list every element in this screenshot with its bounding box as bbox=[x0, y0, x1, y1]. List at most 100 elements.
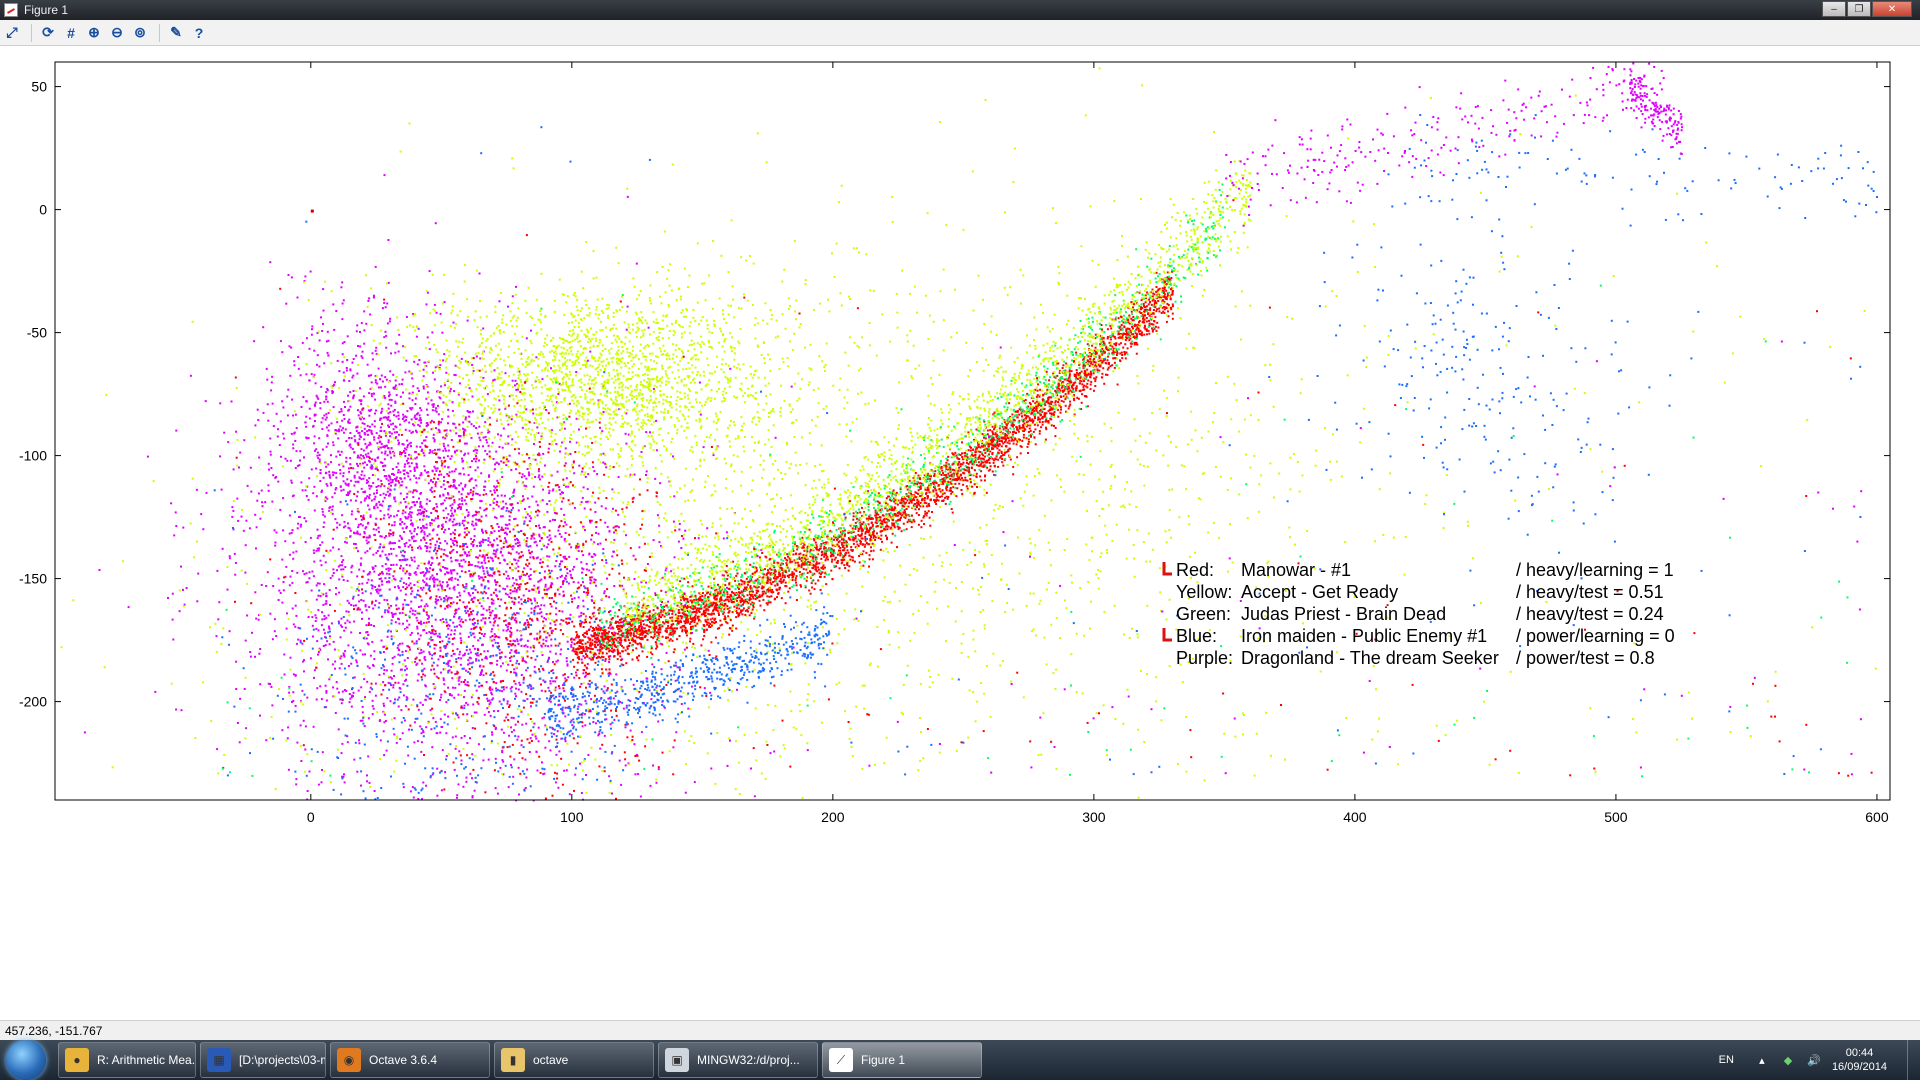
data-point bbox=[403, 469, 406, 472]
settings-icon[interactable]: ✎ bbox=[170, 24, 182, 40]
data-point bbox=[504, 372, 507, 375]
refresh-icon[interactable]: ⟳ bbox=[42, 24, 54, 40]
data-point bbox=[435, 311, 438, 314]
data-point bbox=[343, 418, 346, 420]
data-point bbox=[363, 417, 365, 420]
data-point bbox=[517, 552, 520, 555]
data-point bbox=[368, 414, 371, 417]
data-point bbox=[346, 478, 349, 481]
data-point bbox=[334, 660, 337, 663]
data-point bbox=[561, 500, 564, 503]
data-point bbox=[524, 508, 526, 510]
data-point bbox=[459, 594, 462, 597]
data-point bbox=[428, 697, 431, 700]
data-point bbox=[299, 450, 302, 453]
data-point bbox=[358, 456, 361, 459]
data-point bbox=[611, 497, 613, 500]
data-point bbox=[470, 423, 473, 426]
data-point bbox=[463, 280, 466, 283]
data-point bbox=[347, 421, 350, 424]
data-point bbox=[443, 301, 446, 304]
data-point bbox=[611, 360, 614, 363]
data-point bbox=[536, 619, 539, 622]
data-point bbox=[364, 453, 367, 456]
close-button[interactable]: ✕ bbox=[1872, 1, 1912, 17]
data-point bbox=[483, 489, 486, 492]
data-point bbox=[598, 730, 601, 733]
data-point bbox=[528, 575, 530, 578]
data-point bbox=[490, 693, 493, 696]
data-point bbox=[660, 327, 663, 330]
zoom-out-icon[interactable]: ⊖ bbox=[111, 24, 123, 40]
data-point bbox=[502, 587, 505, 590]
data-point bbox=[441, 749, 444, 752]
data-point bbox=[688, 274, 691, 277]
axes-tool-icon[interactable]: ⤢ bbox=[6, 24, 18, 40]
data-point bbox=[447, 449, 450, 452]
data-point bbox=[413, 466, 416, 469]
help-icon[interactable]: ? bbox=[194, 24, 204, 41]
data-point bbox=[366, 430, 368, 433]
data-point bbox=[240, 515, 243, 518]
data-point bbox=[429, 709, 432, 712]
data-point bbox=[446, 349, 449, 352]
data-point bbox=[339, 657, 342, 660]
data-point bbox=[428, 550, 431, 553]
data-point bbox=[772, 424, 775, 427]
data-point bbox=[350, 631, 353, 634]
data-point bbox=[436, 635, 439, 638]
data-point bbox=[620, 386, 623, 389]
plot-area[interactable]: 0 100 200 300 400 500 600 50 0 -50 -100 -150 -200 Re… bbox=[0, 46, 1920, 1020]
data-point bbox=[426, 336, 429, 339]
data-point bbox=[431, 518, 433, 521]
minimize-button[interactable]: – bbox=[1822, 1, 1846, 17]
data-point bbox=[406, 645, 409, 648]
data-point bbox=[357, 589, 360, 592]
data-point bbox=[284, 457, 287, 460]
data-point bbox=[382, 517, 385, 520]
data-point bbox=[421, 703, 424, 706]
data-point bbox=[562, 341, 565, 344]
data-point bbox=[335, 593, 337, 596]
data-point bbox=[530, 342, 533, 345]
zoom-in-icon[interactable]: ⊕ bbox=[88, 24, 100, 40]
maximize-button[interactable]: ❐ bbox=[1847, 1, 1871, 17]
zoom-auto-icon[interactable]: ⊚ bbox=[134, 24, 146, 40]
data-point bbox=[525, 544, 528, 547]
data-point bbox=[363, 531, 366, 533]
data-point bbox=[341, 561, 343, 564]
data-point bbox=[362, 395, 365, 398]
data-point bbox=[688, 367, 691, 370]
data-point bbox=[540, 438, 543, 441]
data-point bbox=[385, 346, 388, 349]
data-point bbox=[507, 435, 510, 438]
data-point bbox=[306, 790, 309, 792]
data-point bbox=[473, 711, 476, 714]
data-point bbox=[327, 442, 329, 445]
data-point bbox=[421, 798, 423, 801]
data-point bbox=[539, 321, 542, 324]
data-point bbox=[459, 650, 461, 653]
data-point bbox=[563, 513, 566, 516]
data-point bbox=[407, 472, 410, 475]
data-point bbox=[286, 395, 289, 398]
data-point bbox=[452, 621, 455, 624]
data-point bbox=[595, 331, 598, 334]
data-point bbox=[347, 482, 350, 485]
data-point bbox=[332, 546, 335, 549]
data-point bbox=[373, 570, 376, 573]
data-point bbox=[570, 395, 573, 398]
grid-icon[interactable]: # bbox=[67, 24, 75, 41]
data-point bbox=[403, 465, 406, 468]
data-point bbox=[489, 490, 492, 493]
data-point bbox=[408, 513, 411, 516]
data-point bbox=[496, 792, 499, 795]
data-point bbox=[361, 592, 364, 595]
data-point bbox=[445, 497, 448, 499]
data-point bbox=[509, 503, 512, 506]
data-point bbox=[506, 585, 509, 588]
data-point bbox=[585, 568, 588, 571]
data-point bbox=[351, 361, 354, 364]
data-point bbox=[576, 337, 579, 340]
